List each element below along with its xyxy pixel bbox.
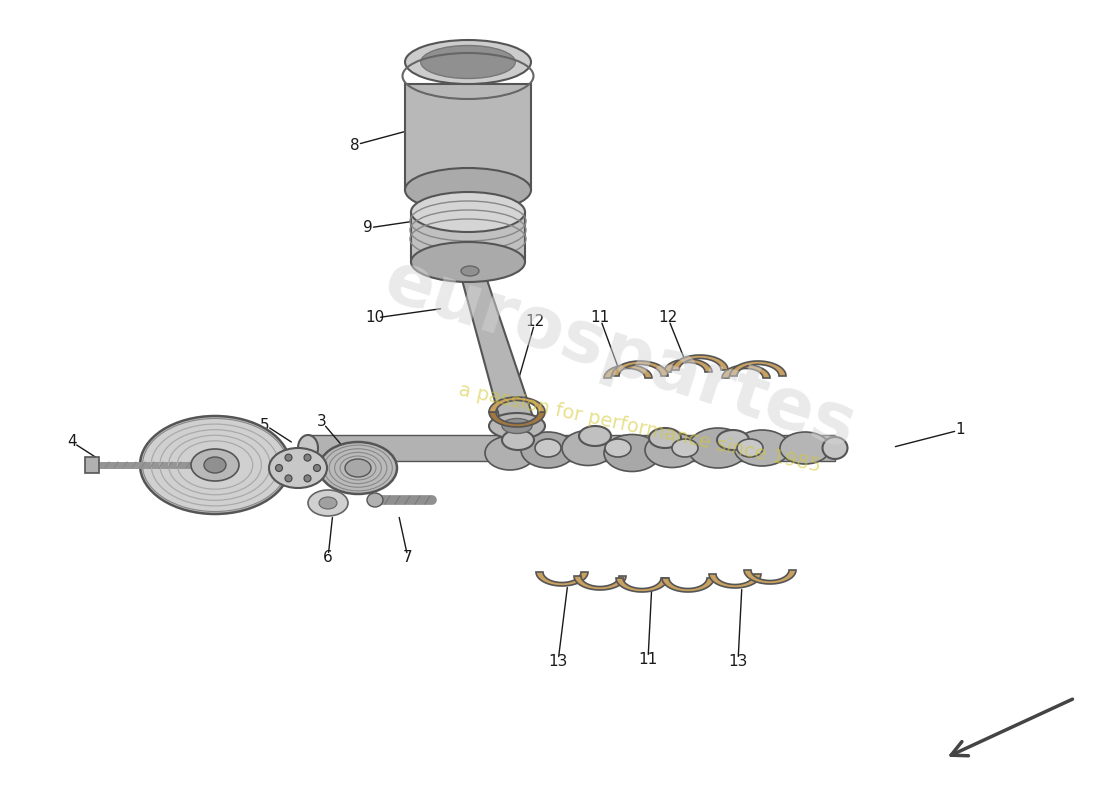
Polygon shape [662,578,714,592]
Ellipse shape [535,439,561,457]
Polygon shape [604,365,652,378]
Text: a passion for performance since 1985: a passion for performance since 1985 [458,380,823,476]
Ellipse shape [502,430,534,450]
Circle shape [314,465,320,471]
Text: 10: 10 [365,310,385,326]
Text: 11: 11 [591,310,609,326]
Ellipse shape [645,433,698,467]
Ellipse shape [405,40,531,84]
Text: 8: 8 [350,138,360,153]
Ellipse shape [367,493,383,507]
Ellipse shape [649,428,681,448]
Text: 2: 2 [170,438,179,453]
Ellipse shape [143,418,287,511]
Ellipse shape [605,439,631,457]
Circle shape [275,465,283,471]
Circle shape [304,475,311,482]
Text: 13: 13 [548,654,568,670]
Text: 5: 5 [261,418,270,433]
Text: 12: 12 [526,314,544,330]
Ellipse shape [737,439,763,457]
Ellipse shape [604,434,660,471]
Polygon shape [85,457,99,473]
Polygon shape [308,435,835,461]
Text: 1: 1 [955,422,965,438]
Ellipse shape [502,418,532,434]
Ellipse shape [688,428,748,468]
Ellipse shape [298,435,318,461]
Polygon shape [730,361,786,376]
Polygon shape [490,412,544,427]
Ellipse shape [191,449,239,481]
Polygon shape [612,361,668,376]
Ellipse shape [420,46,515,78]
Ellipse shape [672,439,698,457]
Ellipse shape [734,430,790,466]
Polygon shape [458,265,534,420]
Text: eurospartes: eurospartes [376,246,865,464]
Polygon shape [672,355,728,370]
Ellipse shape [780,432,830,464]
Polygon shape [722,365,770,378]
Polygon shape [710,574,761,588]
Circle shape [285,454,292,461]
Ellipse shape [490,413,544,439]
Ellipse shape [270,448,327,488]
Ellipse shape [485,436,535,470]
Ellipse shape [140,416,290,514]
Ellipse shape [579,426,610,446]
Ellipse shape [345,459,371,477]
Ellipse shape [562,430,614,466]
Ellipse shape [717,430,749,450]
Text: 13: 13 [728,654,748,670]
Ellipse shape [453,262,487,280]
Ellipse shape [405,168,531,212]
Ellipse shape [204,457,226,473]
Polygon shape [490,397,544,412]
Ellipse shape [411,242,525,282]
Ellipse shape [823,437,847,459]
Polygon shape [405,84,531,190]
Ellipse shape [319,497,337,509]
Polygon shape [536,572,588,586]
Ellipse shape [521,432,575,468]
Ellipse shape [411,192,525,232]
Polygon shape [616,578,668,592]
Circle shape [285,475,292,482]
Text: 3: 3 [317,414,327,430]
Circle shape [304,454,311,461]
Polygon shape [664,359,712,372]
Text: 4: 4 [67,434,77,450]
Ellipse shape [461,266,478,276]
Text: 9: 9 [363,221,373,235]
Text: 6: 6 [323,550,333,566]
Polygon shape [411,212,525,262]
Text: 12: 12 [659,310,678,326]
Ellipse shape [308,490,348,516]
Ellipse shape [319,442,397,494]
Polygon shape [574,576,626,590]
Text: 7: 7 [404,550,412,566]
Polygon shape [744,570,796,584]
Text: 11: 11 [638,653,658,667]
